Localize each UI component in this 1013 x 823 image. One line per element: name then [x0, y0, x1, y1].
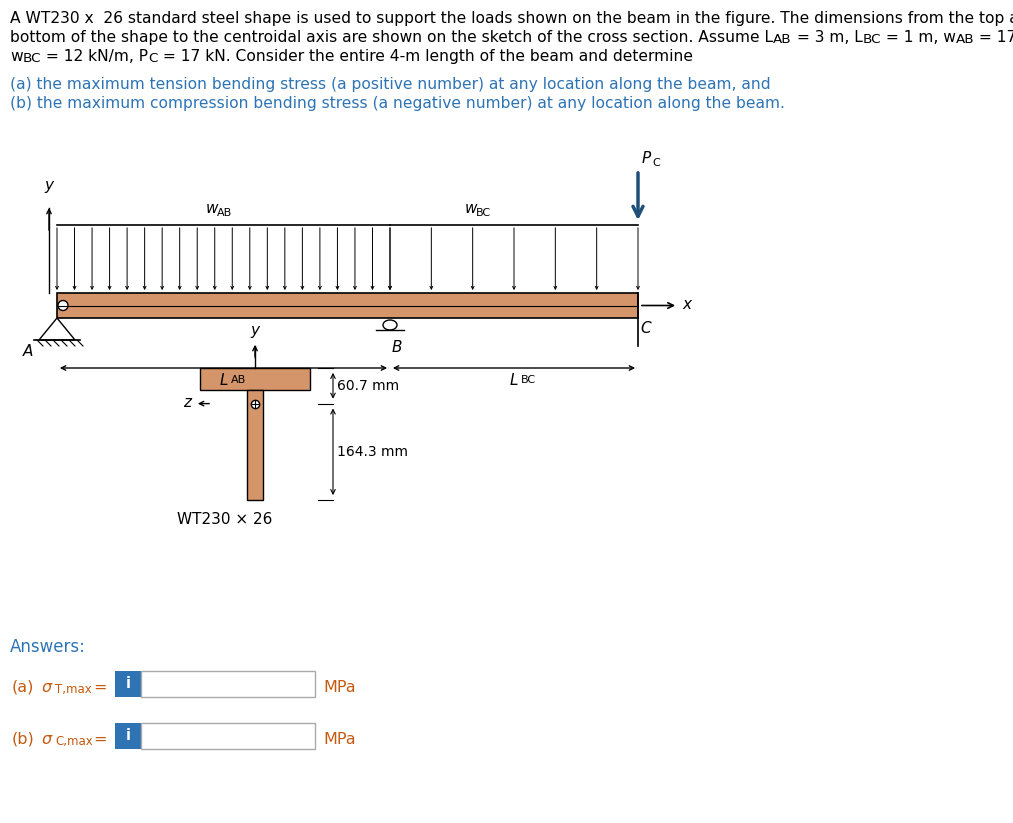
- Text: C: C: [148, 52, 157, 64]
- Text: (a): (a): [12, 680, 34, 695]
- Text: y: y: [250, 323, 259, 338]
- Text: AB: AB: [217, 208, 232, 218]
- Bar: [141, 671, 315, 697]
- Text: = 3 m, L: = 3 m, L: [791, 30, 862, 45]
- Text: B: B: [392, 340, 402, 355]
- Text: L: L: [510, 373, 519, 388]
- Text: (b) the maximum compression bending stress (a negative number) at any location a: (b) the maximum compression bending stre…: [10, 96, 785, 111]
- Text: σ: σ: [42, 680, 52, 695]
- Text: = 17 kN. Consider the entire 4-m length of the beam and determine: = 17 kN. Consider the entire 4-m length …: [157, 49, 693, 64]
- Text: A: A: [22, 344, 33, 359]
- Text: BC: BC: [521, 375, 536, 385]
- Circle shape: [58, 300, 68, 310]
- Bar: [141, 723, 315, 749]
- Text: C: C: [640, 321, 650, 336]
- Text: 60.7 mm: 60.7 mm: [337, 379, 399, 393]
- Text: BC: BC: [475, 208, 490, 218]
- Text: =: =: [93, 732, 106, 747]
- Text: AB: AB: [231, 375, 246, 385]
- Text: i: i: [126, 728, 131, 742]
- Text: σ: σ: [42, 732, 52, 747]
- Text: (a) the maximum tension bending stress (a positive number) at any location along: (a) the maximum tension bending stress (…: [10, 77, 771, 92]
- Text: WT230 × 26: WT230 × 26: [177, 512, 272, 527]
- Text: AB: AB: [955, 32, 975, 45]
- Text: i: i: [126, 676, 131, 690]
- Text: =: =: [93, 680, 106, 695]
- Polygon shape: [38, 318, 75, 340]
- Bar: [247, 390, 263, 500]
- Text: w: w: [464, 201, 477, 216]
- Text: (b): (b): [12, 732, 34, 747]
- Bar: [115, 671, 141, 697]
- Text: Answers:: Answers:: [10, 638, 86, 656]
- Text: T,max: T,max: [55, 683, 92, 696]
- Text: BC: BC: [862, 32, 881, 45]
- Text: MPa: MPa: [323, 732, 356, 747]
- Text: P: P: [642, 151, 651, 166]
- Text: C,max: C,max: [55, 735, 93, 748]
- Text: AB: AB: [773, 32, 791, 45]
- Text: z: z: [183, 395, 191, 410]
- Text: A WT230 x  26 standard steel shape is used to support the loads shown on the bea: A WT230 x 26 standard steel shape is use…: [10, 11, 1013, 26]
- Bar: [200, 368, 310, 390]
- Text: w: w: [206, 201, 218, 216]
- Text: 164.3 mm: 164.3 mm: [337, 444, 408, 458]
- Text: MPa: MPa: [323, 680, 356, 695]
- Text: x: x: [682, 297, 691, 312]
- Ellipse shape: [383, 320, 397, 330]
- Text: = 12 kN/m, P: = 12 kN/m, P: [42, 49, 148, 64]
- Text: bottom of the shape to the centroidal axis are shown on the sketch of the cross : bottom of the shape to the centroidal ax…: [10, 30, 773, 45]
- Text: C: C: [652, 158, 659, 168]
- Bar: [115, 723, 141, 749]
- Text: L: L: [219, 373, 228, 388]
- Text: w: w: [10, 49, 22, 64]
- Text: y: y: [45, 178, 54, 193]
- Text: = 1 m, w: = 1 m, w: [881, 30, 955, 45]
- Bar: [57, 293, 638, 318]
- Text: = 17 kN/m,: = 17 kN/m,: [975, 30, 1013, 45]
- Text: BC: BC: [22, 52, 42, 64]
